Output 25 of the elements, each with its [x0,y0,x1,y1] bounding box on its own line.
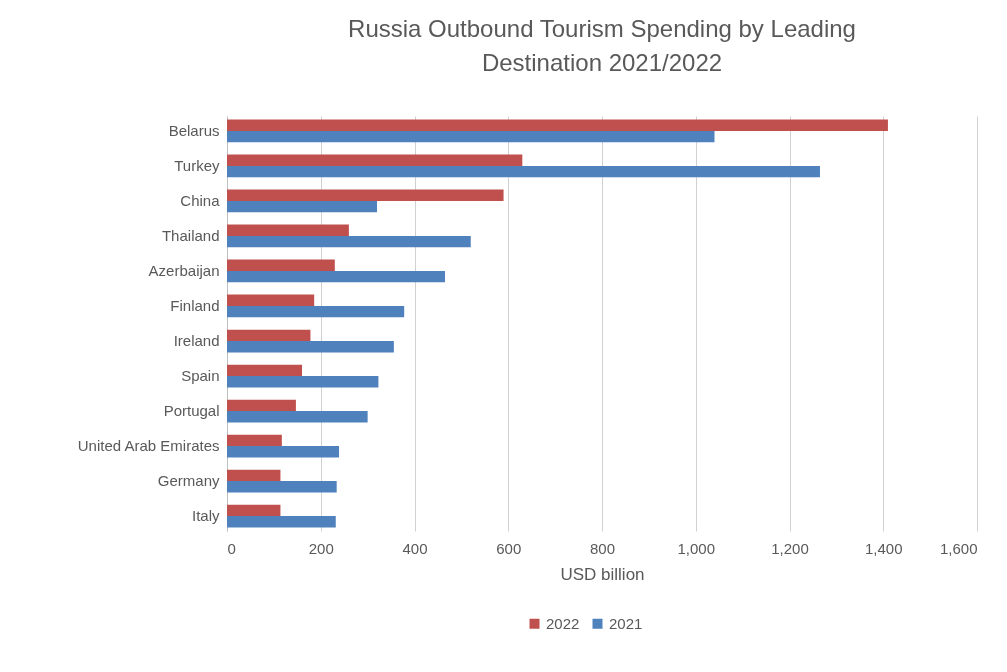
y-tick-label: Ireland [173,332,220,350]
x-tick-label: 200 [308,539,334,557]
y-tick-label: Portugal [163,402,220,420]
x-tick-label: 1,200 [771,539,809,557]
y-tick-label: Finland [170,296,220,314]
x-tick-label: 1,600 [939,539,978,557]
legend-label: 2021 [609,614,643,632]
x-axis-title: USD billion [560,564,645,584]
y-tick-label: Italy [191,507,220,525]
y-tick-label: Belarus [168,121,220,139]
y-tick-label: Turkey [174,156,220,174]
y-tick-label: China [180,191,221,209]
x-tick-label: 0 [227,539,236,557]
y-tick-label: Germany [157,472,220,490]
chart-title: Russia Outbound Tourism Spending by Leading Destination 2021/2022 [348,15,856,76]
x-tick-label: 600 [496,539,522,557]
x-tick-label: 400 [402,539,428,557]
y-tick-label: United Arab Emirates [77,437,220,455]
y-tick-label: Azerbaijan [148,261,220,279]
x-tick-label: 1,000 [677,539,716,557]
y-tick-label: Thailand [161,226,220,244]
x-tick-label: 1,400 [864,539,903,557]
x-tick-label: 800 [589,539,616,557]
legend-label: 2022 [546,614,580,632]
y-tick-label: Spain [181,367,220,385]
